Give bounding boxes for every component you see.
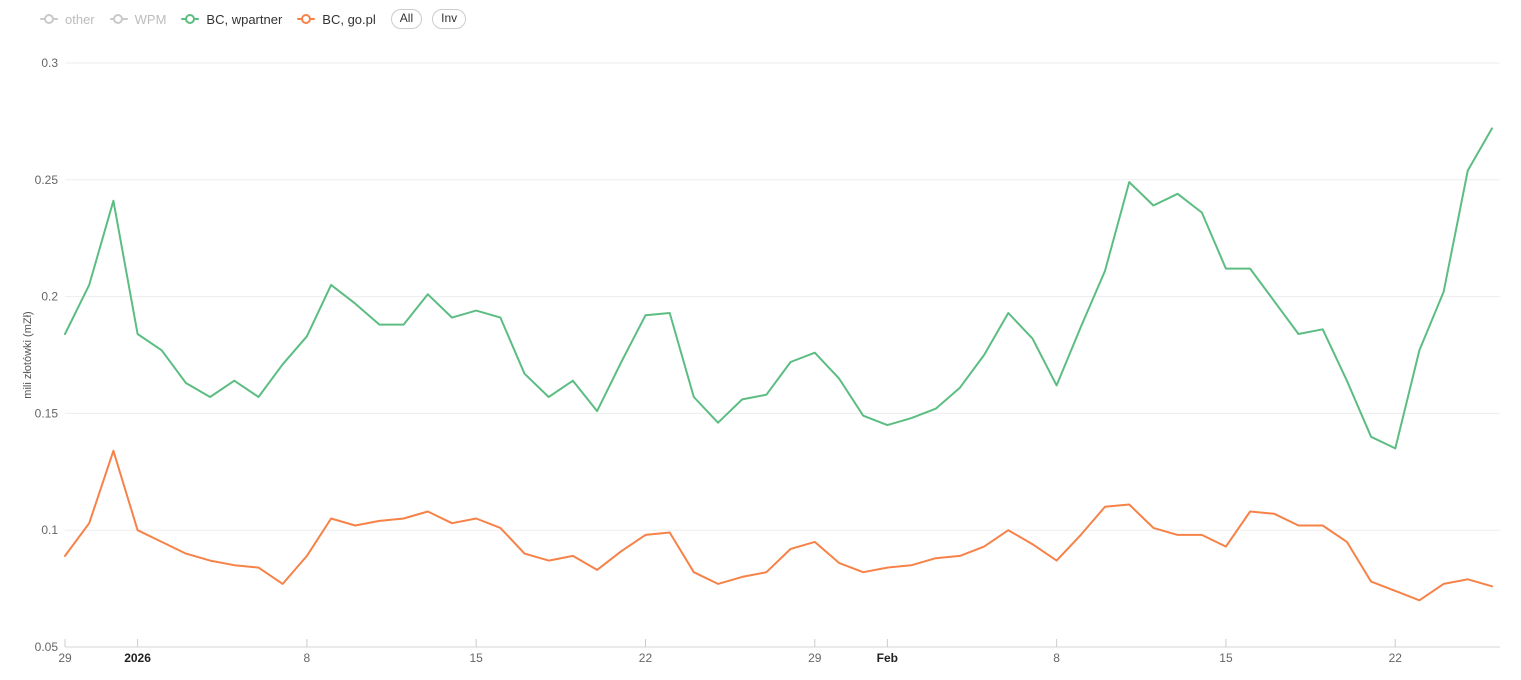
legend-marker-icon (181, 14, 200, 25)
x-tick-label: 8 (1053, 651, 1060, 665)
x-tick-label: 8 (304, 651, 311, 665)
x-tick-label: 29 (808, 651, 822, 665)
series-line-bc-wpartner (64, 127, 1493, 450)
legend-marker-circle (43, 14, 54, 24)
y-tick-label: 0.25 (35, 173, 59, 187)
x-tick-label: 22 (1389, 651, 1403, 665)
y-axis-title: mili złotówki (mZł) (22, 311, 34, 398)
y-tick-label: 0.1 (41, 523, 58, 537)
y-tick-label: 0.2 (41, 290, 58, 304)
all-button[interactable]: All (390, 9, 423, 29)
x-tick-label: 15 (1219, 651, 1233, 665)
legend-marker-circle (184, 14, 195, 24)
legend-item-bc-gopl[interactable]: BC, go.pl (297, 11, 376, 27)
chart-legend: other WPM BC, wpartner BC, go.pl All Inv (40, 9, 467, 29)
x-tick-label: 2026 (124, 651, 151, 665)
legend-marker-icon (40, 14, 58, 25)
x-tick-label: 22 (639, 651, 653, 665)
y-tick-label: 0.05 (35, 640, 59, 654)
legend-label: other (65, 11, 95, 27)
inv-button[interactable]: Inv (432, 9, 467, 29)
legend-marker-icon (297, 14, 316, 25)
legend-marker-circle (113, 14, 124, 24)
x-tick-label: 29 (58, 651, 72, 665)
legend-item-wpm[interactable]: WPM (109, 11, 167, 27)
legend-label: BC, wpartner (206, 11, 283, 27)
x-tick-label: Feb (877, 651, 898, 665)
x-tick-label: 15 (469, 651, 483, 665)
legend-marker-icon (109, 14, 128, 25)
legend-item-bc-wpartner[interactable]: BC, wpartner (181, 13, 282, 26)
series-line-bc-go-pl (64, 449, 1493, 602)
legend-label: BC, go.pl (322, 11, 376, 27)
legend-item-other[interactable]: other (40, 13, 95, 26)
legend-label: WPM (134, 11, 167, 27)
legend-marker-circle (300, 14, 311, 24)
y-tick-label: 0.15 (35, 406, 59, 420)
y-tick-label: 0.3 (41, 56, 58, 70)
